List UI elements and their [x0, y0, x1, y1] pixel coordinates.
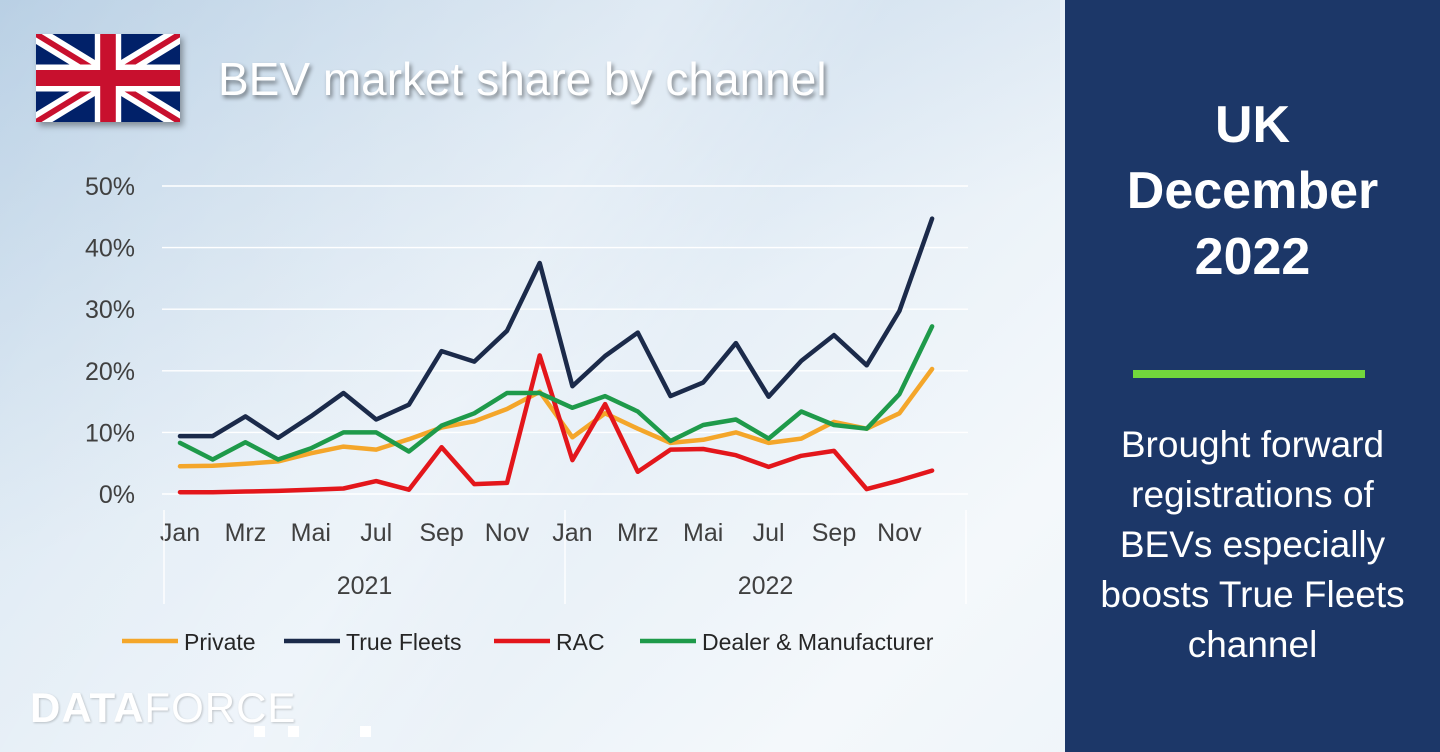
x-tick-label: Mrz — [225, 519, 267, 547]
x-tick-label: Jul — [753, 519, 785, 547]
y-tick-label: 10% — [85, 419, 135, 447]
side-panel: UK December 2022 Brought forward registr… — [1065, 0, 1440, 752]
series-line-rac — [177, 353, 935, 495]
series-line-true-fleets — [177, 216, 935, 441]
series-line-dealer-manufacturer — [177, 324, 935, 462]
heading-line-year: 2022 — [1194, 228, 1311, 286]
y-tick-label: 0% — [99, 481, 135, 509]
legend-label: RAC — [556, 629, 605, 655]
legend-label: Private — [184, 629, 256, 655]
accent-divider — [1133, 370, 1365, 378]
x-tick-label: Jul — [360, 519, 392, 547]
line-chart: 0% 10% 20% 30% 40% 50% Jan Mrz Mai Jul Sep Nov Jan Mr… — [84, 173, 935, 655]
legend-label: True Fleets — [346, 629, 461, 655]
x-tick-label: Sep — [812, 519, 856, 547]
logo-regular-text: FORCE — [144, 684, 297, 731]
x-tick-label: Jan — [552, 519, 592, 547]
background-decoration — [0, 0, 1060, 752]
x-tick-label: Jan — [160, 519, 200, 547]
year-label: 2022 — [738, 572, 794, 600]
x-tick-label: Sep — [419, 519, 463, 547]
x-tick-label: Mai — [291, 519, 331, 547]
year-label: 2021 — [337, 572, 393, 600]
legend-label: Dealer & Manufacturer — [702, 629, 934, 655]
dataforce-logo: DATAFORCE — [30, 684, 296, 732]
side-panel-description: Brought forward registrations of BEVs es… — [1100, 424, 1405, 665]
x-tick-label: Nov — [877, 519, 922, 547]
heading-line-country: UK — [1214, 96, 1291, 154]
side-panel-heading: UK December 2022 — [1065, 92, 1440, 290]
union-jack-flag-icon — [36, 34, 180, 122]
x-tick-label: Nov — [485, 519, 530, 547]
y-tick-label: 30% — [85, 296, 135, 324]
x-tick-label: Mai — [683, 519, 723, 547]
heading-line-month: December — [1126, 162, 1379, 220]
logo-bold-text: DATA — [30, 684, 145, 731]
y-tick-label: 50% — [85, 173, 135, 201]
y-tick-label: 20% — [85, 358, 135, 386]
y-tick-label: 40% — [85, 235, 135, 263]
x-tick-label: Mrz — [617, 519, 659, 547]
page-title: BEV market share by channel — [218, 53, 827, 105]
